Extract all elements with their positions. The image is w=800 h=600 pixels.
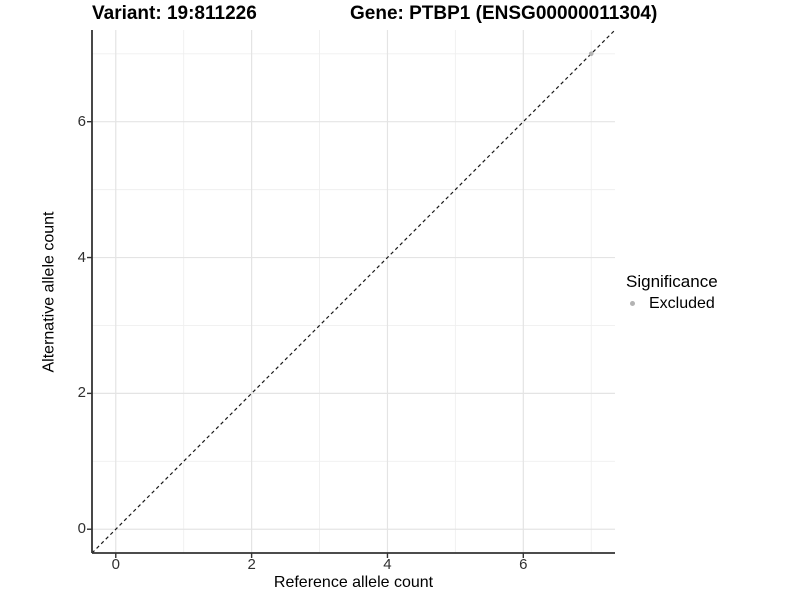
plot-panel [87,29,616,558]
legend: Significance Excluded [626,271,718,313]
x-axis-title: Reference allele count [273,574,434,591]
y-tick-label: 4 [77,248,86,266]
plot-title-gene: Gene: PTBP1 (ENSG00000011304) [350,3,658,24]
x-tick-label: 2 [247,556,256,573]
y-tick-label: 0 [77,520,86,538]
x-tick-label: 0 [111,556,120,573]
legend-point-marker [630,301,635,306]
y-axis-title: Alternative allele count [40,211,58,373]
y-tick-label: 2 [77,384,86,402]
x-tick-label: 6 [519,556,528,573]
y-tick-label: 6 [77,112,86,130]
legend-title: Significance [626,272,718,291]
identity-dashed-line [91,29,616,554]
legend-item-excluded: Excluded [626,294,718,313]
plot-title-variant: Variant: 19:811226 [92,3,257,24]
legend-item-label: Excluded [649,295,715,312]
data-point [588,51,594,57]
x-tick-label: 4 [383,556,392,573]
